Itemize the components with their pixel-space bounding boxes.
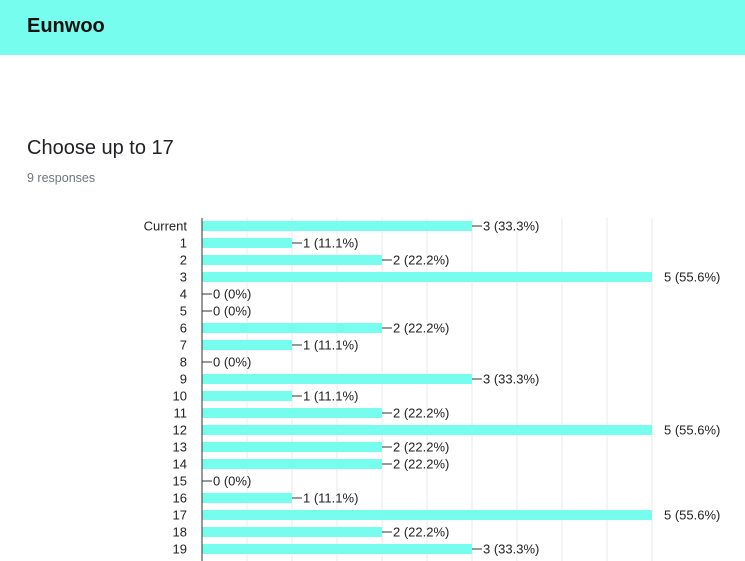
category-label: 11 xyxy=(174,406,188,421)
bar xyxy=(202,221,472,231)
value-label: 1 (11.1%) xyxy=(303,491,358,506)
question-title: Choose up to 17 xyxy=(27,137,174,159)
bar xyxy=(202,391,292,401)
category-label: 3 xyxy=(180,270,187,285)
response-count: 9 responses xyxy=(27,171,96,185)
value-label: 2 (22.2%) xyxy=(393,321,449,336)
category-label: 7 xyxy=(180,338,187,353)
value-label: 5 (55.6%) xyxy=(664,508,720,523)
category-label: Current xyxy=(144,219,188,234)
value-label: 3 (33.3%) xyxy=(483,542,539,557)
bar xyxy=(202,374,472,384)
value-label: 0 (0%) xyxy=(213,355,251,370)
category-label: 12 xyxy=(173,423,187,438)
category-label: 9 xyxy=(180,372,187,387)
value-label: 2 (22.2%) xyxy=(393,253,449,268)
value-label: 3 (33.3%) xyxy=(483,372,539,387)
category-label: 13 xyxy=(173,440,187,455)
category-label: 17 xyxy=(173,508,187,523)
bar xyxy=(202,340,292,350)
bars xyxy=(202,221,652,554)
category-label: 1 xyxy=(180,236,187,251)
category-label: 10 xyxy=(173,389,187,404)
value-label: 2 (22.2%) xyxy=(393,525,449,540)
value-label: 2 (22.2%) xyxy=(393,406,449,421)
bar xyxy=(202,527,382,537)
value-label: 2 (22.2%) xyxy=(393,559,449,561)
bar xyxy=(202,238,292,248)
category-label: 14 xyxy=(173,457,187,472)
bar xyxy=(202,442,382,452)
category-label: 8 xyxy=(180,355,187,370)
bar xyxy=(202,459,382,469)
bar xyxy=(202,493,292,503)
bar xyxy=(202,425,652,435)
bar xyxy=(202,510,652,520)
category-label: 16 xyxy=(173,491,187,506)
category-label: 19 xyxy=(173,542,187,557)
category-label: 18 xyxy=(173,525,187,540)
app-title: Eunwoo xyxy=(27,15,105,37)
value-label: 5 (55.6%) xyxy=(664,423,720,438)
category-label: 5 xyxy=(180,304,187,319)
category-label: 6 xyxy=(180,321,187,336)
category-label: 15 xyxy=(173,474,187,489)
category-label: 4 xyxy=(180,287,187,302)
header-bar: Eunwoo xyxy=(0,0,745,55)
value-label: 0 (0%) xyxy=(213,474,251,489)
bar xyxy=(202,255,382,265)
labels: Current 3 (33.3%) 1 1 (11.1%) 2 2 (22.2%) 3 5 (… xyxy=(144,219,721,561)
value-label: 1 (11.1%) xyxy=(303,338,358,353)
bar xyxy=(202,272,652,282)
value-label: 2 (22.2%) xyxy=(393,440,449,455)
value-label: 3 (33.3%) xyxy=(483,219,539,234)
value-label: 2 (22.2%) xyxy=(393,457,449,472)
bar xyxy=(202,408,382,418)
value-label: 5 (55.6%) xyxy=(664,270,720,285)
value-label: 1 (11.1%) xyxy=(303,236,358,251)
value-label: 0 (0%) xyxy=(213,287,251,302)
category-label: 20 xyxy=(173,559,187,561)
bar xyxy=(202,323,382,333)
value-label: 0 (0%) xyxy=(213,304,251,319)
bar xyxy=(202,544,472,554)
category-label: 2 xyxy=(180,253,187,268)
value-label: 1 (11.1%) xyxy=(303,389,358,404)
